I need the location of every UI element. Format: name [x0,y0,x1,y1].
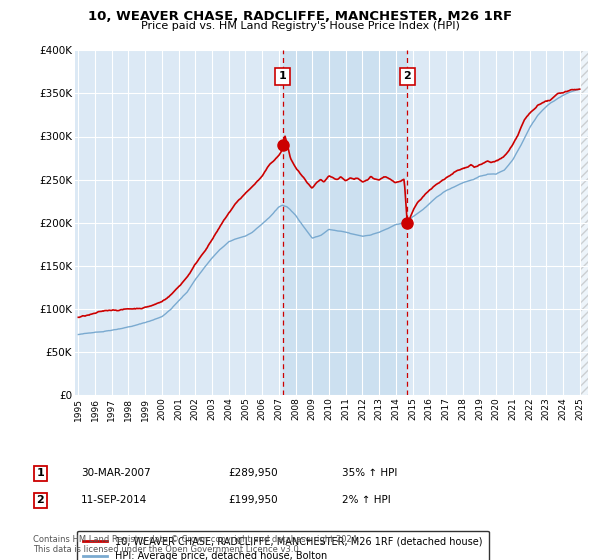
Text: 1: 1 [278,71,286,81]
Text: £289,950: £289,950 [228,468,278,478]
Text: 1: 1 [37,468,44,478]
Text: Price paid vs. HM Land Registry's House Price Index (HPI): Price paid vs. HM Land Registry's House … [140,21,460,31]
Text: 10, WEAVER CHASE, RADCLIFFE, MANCHESTER, M26 1RF: 10, WEAVER CHASE, RADCLIFFE, MANCHESTER,… [88,10,512,23]
Text: 35% ↑ HPI: 35% ↑ HPI [342,468,397,478]
Text: 30-MAR-2007: 30-MAR-2007 [81,468,151,478]
Legend: 10, WEAVER CHASE, RADCLIFFE, MANCHESTER, M26 1RF (detached house), HPI: Average : 10, WEAVER CHASE, RADCLIFFE, MANCHESTER,… [77,530,488,560]
Bar [283,50,407,395]
Text: 2% ↑ HPI: 2% ↑ HPI [342,495,391,505]
Text: 2: 2 [403,71,411,81]
Bar [580,50,588,395]
Text: 11-SEP-2014: 11-SEP-2014 [81,495,147,505]
Text: £199,950: £199,950 [228,495,278,505]
Text: Contains HM Land Registry data © Crown copyright and database right 2024.
This d: Contains HM Land Registry data © Crown c… [33,535,359,554]
Text: 2: 2 [37,495,44,505]
